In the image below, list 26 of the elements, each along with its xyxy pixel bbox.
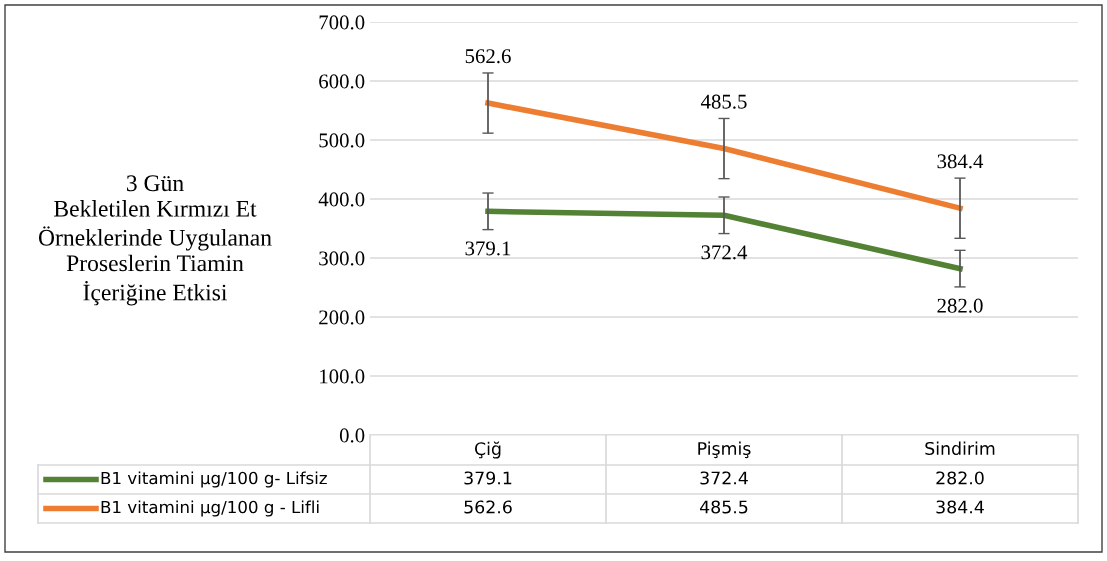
y-tick-label: 600.0 (319, 74, 365, 89)
text: 384.4 (937, 154, 984, 169)
y-tick-label: 100.0 (320, 369, 365, 384)
text: 282.0 (937, 298, 983, 313)
y-tick-label: 200.0 (319, 310, 365, 325)
text: 562.6 (465, 49, 511, 64)
text: 3 Gün Bekletilen Kırmızı Et Örneklerinde Uygulanan Proseslerin Tiamin İçeriğine Etkisi (38, 175, 272, 306)
data-label: 282.0 (936, 471, 984, 485)
x-tick-label: Pişmiş (698, 441, 751, 459)
data-label: 384.4 (936, 500, 984, 514)
data-label: 485.5 (700, 500, 748, 514)
data-label: 562.6 (464, 500, 512, 514)
x-tick-label: Sindirim (925, 441, 995, 456)
text: 379.1 (465, 241, 511, 256)
data-label: 372.4 (700, 471, 748, 485)
y-tick-label: 700.0 (319, 15, 365, 30)
y-tick-label: 0.0 (339, 428, 365, 443)
y-tick-label: 400.0 (318, 192, 365, 207)
x-tick-label: Çiğ (474, 441, 501, 459)
text: 372.4 (701, 245, 748, 260)
text: 485.5 (700, 94, 747, 109)
legend-label: B1 vitamini µg/100 g - Lifli (101, 500, 319, 517)
legend-label: B1 vitamini µg/100 g- Lifsiz (101, 471, 327, 488)
data-label: 379.1 (464, 471, 512, 485)
y-tick-label: 300.0 (319, 251, 365, 266)
y-tick-label: 500.0 (319, 133, 365, 148)
